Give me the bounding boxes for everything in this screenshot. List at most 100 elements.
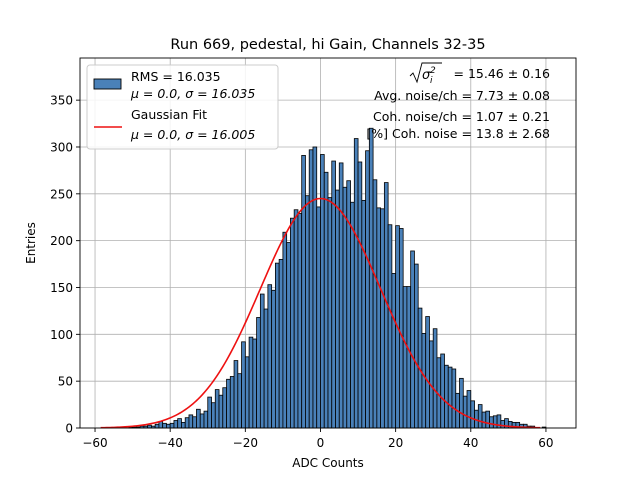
histogram-bar	[368, 127, 374, 429]
histogram-bar	[177, 418, 182, 429]
histogram-bar	[274, 262, 280, 429]
legend-label-rms-params: μ = 0.0, σ = 16.035	[130, 86, 255, 101]
histogram-bar	[425, 316, 430, 429]
histogram-bar	[154, 423, 160, 429]
histogram-bar	[278, 258, 284, 429]
histogram-bar	[320, 154, 325, 429]
histogram-bar	[162, 422, 167, 429]
histogram-bar	[357, 161, 363, 429]
histogram-bar	[241, 341, 246, 429]
histogram-bar	[226, 378, 231, 429]
x-tick-label: 60	[538, 436, 553, 450]
sigma-value: = 15.46 ± 0.16	[454, 66, 551, 81]
histogram-bar	[380, 208, 385, 429]
histogram-bar	[327, 197, 333, 429]
histogram-bar	[233, 360, 239, 429]
legend-label-fit: Gaussian Fit	[131, 107, 207, 122]
x-tick-label: 20	[388, 436, 403, 450]
histogram-bar	[342, 186, 348, 429]
y-tick-label: 150	[50, 281, 73, 295]
histogram-bar	[237, 373, 242, 429]
histogram-bar	[489, 416, 494, 429]
y-axis-label: Entries	[24, 222, 38, 264]
y-tick-label: 100	[50, 328, 73, 342]
histogram-bar	[263, 308, 269, 429]
histogram-bar	[248, 336, 254, 429]
svg-text:i: i	[430, 76, 433, 86]
histogram-bar	[282, 231, 288, 429]
histogram-bar	[477, 404, 483, 429]
histogram-bar	[365, 150, 370, 429]
histogram-bar	[166, 423, 171, 429]
histogram-bar	[500, 420, 506, 429]
histogram-bar	[181, 421, 186, 429]
histogram-bar	[199, 413, 205, 429]
histogram-bar	[398, 228, 404, 429]
histogram-bar	[203, 410, 209, 429]
histogram-bar	[192, 416, 197, 429]
plot-frame	[79, 57, 577, 429]
x-tick-label: −40	[158, 436, 183, 450]
histogram-bar	[376, 207, 382, 429]
histogram-bar	[271, 289, 276, 429]
histogram-bar	[184, 417, 190, 429]
histogram-bar	[492, 415, 498, 429]
y-tick-label: 200	[50, 234, 73, 248]
histogram-bar	[297, 213, 303, 429]
histogram-bar	[290, 217, 295, 429]
histogram-bar	[462, 395, 468, 429]
histogram-bar	[267, 284, 273, 429]
x-tick-label: −20	[233, 436, 258, 450]
histogram-bar	[361, 199, 366, 429]
y-tick-label: 50	[58, 375, 73, 389]
histogram-bar	[470, 400, 475, 429]
histogram-bar	[301, 155, 306, 429]
histogram-bar	[485, 410, 490, 429]
histogram-bar	[402, 286, 408, 429]
y-tick-label: 0	[65, 422, 73, 436]
x-axis-label: ADC Counts	[292, 456, 364, 470]
histogram-bar	[316, 206, 321, 429]
chart-title: Run 669, pedestal, hi Gain, Channels 32-…	[170, 37, 485, 53]
histogram-bar	[387, 224, 393, 429]
histogram-bar	[481, 411, 487, 429]
y-tick-label: 250	[50, 187, 73, 201]
legend: RMS = 16.035 μ = 0.0, σ = 16.035 Gaussia…	[86, 64, 279, 150]
histogram-bar	[447, 366, 453, 429]
histogram-bar	[350, 201, 355, 429]
gaussian-fit-line	[100, 197, 541, 429]
noise-annotations: σ 2 i = 15.46 ± 0.16 Avg. noise/ch = 7.7…	[366, 62, 551, 141]
histogram-bar	[312, 146, 318, 429]
histogram-bar	[293, 209, 299, 429]
histogram-bars	[128, 127, 547, 429]
histogram-bar	[305, 195, 310, 429]
histogram-bar	[421, 332, 427, 429]
histogram-bar	[406, 286, 412, 429]
legend-label-rms: RMS = 16.035	[131, 69, 221, 84]
x-tick-label: 0	[317, 436, 325, 450]
histogram-bar	[346, 180, 351, 429]
histogram-bar	[308, 149, 314, 429]
histogram-bar	[338, 162, 344, 429]
svg-text:2: 2	[430, 66, 436, 76]
histogram-bar	[169, 422, 175, 429]
histogram-bar	[214, 389, 220, 429]
y-axis-ticks: 0 50 100 150 200 250 300 350	[50, 94, 80, 436]
histogram-bar	[211, 402, 216, 429]
histogram-bar	[229, 376, 235, 429]
legend-patch-rms	[93, 78, 122, 90]
histogram-bar	[256, 317, 261, 429]
histogram-bar	[466, 390, 472, 429]
coh-noise-percent-text: [%] Coh. noise = 13.8 ± 2.68	[366, 126, 550, 141]
histogram-bar	[391, 273, 397, 429]
legend-label-fit-params: μ = 0.0, σ = 16.005	[130, 127, 255, 142]
histogram-bar	[259, 293, 265, 429]
histogram-bar	[196, 408, 201, 429]
coh-noise-text: Coh. noise/ch = 1.07 ± 0.21	[373, 109, 550, 124]
x-tick-label: 40	[463, 436, 478, 450]
histogram-bar	[218, 394, 224, 429]
histogram-bar	[451, 368, 457, 429]
histogram-bar	[188, 414, 194, 429]
histogram-bar	[410, 250, 415, 429]
